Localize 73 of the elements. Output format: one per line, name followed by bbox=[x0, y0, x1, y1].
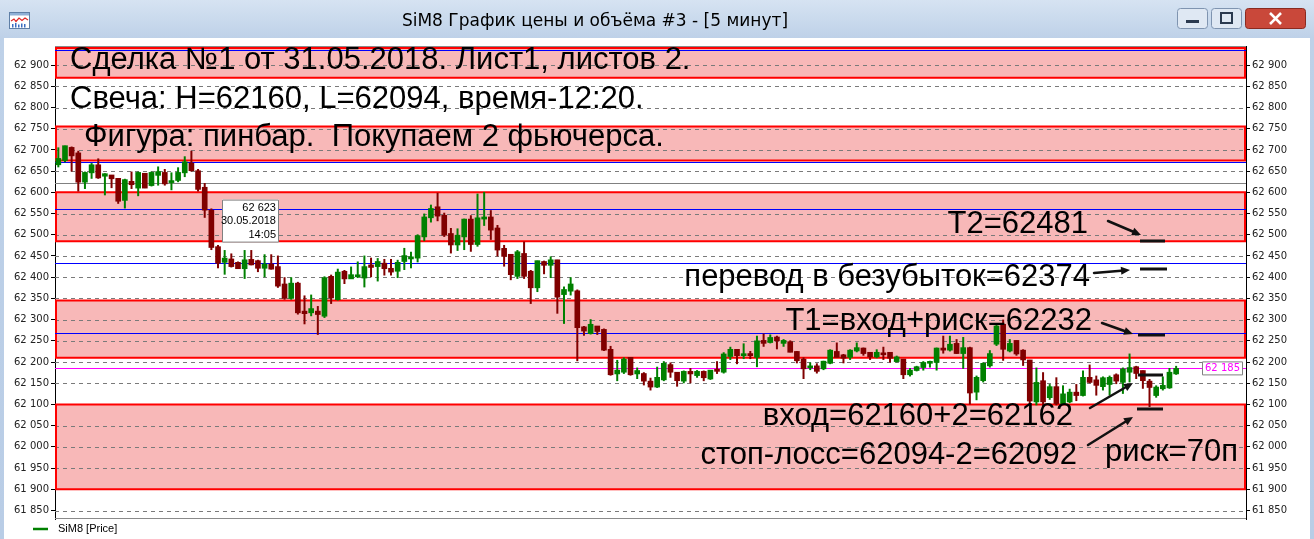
y2-tick-label: 62 900 bbox=[1252, 58, 1287, 70]
annotation: 62 623 30.05.2018 14:05 bbox=[220, 200, 276, 240]
candlestick bbox=[122, 177, 128, 210]
candlestick bbox=[328, 273, 334, 305]
candlestick bbox=[754, 334, 760, 369]
candlestick bbox=[308, 293, 314, 318]
y2-tick-label: 62 350 bbox=[1252, 292, 1287, 303]
candlestick bbox=[1080, 369, 1086, 398]
y2-tick-label: 62 250 bbox=[1252, 334, 1287, 346]
y-tick-label: 62 650 bbox=[14, 164, 49, 176]
chart-title: SiM8 График цены и объёма #3 - [5 минут] bbox=[401, 10, 789, 30]
y-tick-label: 62 500 bbox=[14, 228, 49, 240]
y2-tick-label: 62 550 bbox=[1252, 207, 1287, 219]
y2-tick-label: 62 500 bbox=[1252, 228, 1287, 240]
y2-tick-label: 62 650 bbox=[1252, 164, 1287, 176]
y2-tick-label: 62 050 bbox=[1252, 419, 1287, 431]
y-tick-label: 62 000 bbox=[14, 440, 49, 452]
y-tick-label: 62 300 bbox=[14, 313, 49, 325]
y-tick-label: 62 550 bbox=[14, 207, 49, 219]
y-tick-label: 62 250 bbox=[14, 334, 49, 346]
annotation: вход=62160+2=62162 bbox=[762, 396, 1073, 432]
y-tick-label: 62 100 bbox=[14, 398, 49, 410]
candlestick bbox=[368, 256, 374, 279]
y2-tick-label: 62 850 bbox=[1252, 79, 1287, 91]
y-tick-label: 62 900 bbox=[14, 58, 49, 70]
y2-tick-label: 61 900 bbox=[1252, 482, 1287, 494]
candlestick bbox=[102, 172, 108, 197]
y-tick-label: 62 400 bbox=[14, 270, 49, 282]
y-tick-label: 62 800 bbox=[14, 101, 49, 113]
candlestick bbox=[135, 170, 141, 198]
annotation: Фигура: пинбар. Покупаем 2 фьючерса. bbox=[84, 117, 664, 153]
candlestick bbox=[241, 249, 248, 280]
annotation: перевод в безубыток=62374 bbox=[684, 257, 1090, 293]
candlestick bbox=[314, 305, 321, 336]
annotation: Т2=62481 bbox=[947, 204, 1088, 240]
y2-tick-label: 62 100 bbox=[1252, 398, 1287, 410]
y-tick-label: 62 850 bbox=[14, 79, 49, 91]
candlestick bbox=[394, 258, 401, 280]
candlestick bbox=[95, 157, 102, 180]
y-tick-label: 62 600 bbox=[14, 185, 49, 197]
candlestick bbox=[374, 257, 381, 283]
y-tick-label: 62 750 bbox=[14, 122, 49, 134]
y-tick-label: 62 050 bbox=[14, 419, 49, 431]
y2-tick-label: 62 800 bbox=[1252, 101, 1287, 113]
y-tick-label: 62 700 bbox=[14, 143, 49, 155]
y2-tick-label: 62 000 bbox=[1252, 440, 1287, 452]
candlestick bbox=[960, 336, 967, 370]
y-tick-label: 61 850 bbox=[14, 504, 49, 516]
y-tick-label: 62 150 bbox=[14, 376, 49, 388]
y-tick-label: 62 200 bbox=[14, 355, 49, 367]
annotation: Свеча: H=62160, L=62094, время-12:20. bbox=[70, 79, 644, 115]
y2-tick-label: 62 150 bbox=[1252, 376, 1287, 388]
y2-tick-label: 61 950 bbox=[1252, 461, 1287, 473]
y-tick-label: 62 350 bbox=[14, 292, 49, 303]
y2-tick-label: 62 700 bbox=[1252, 143, 1287, 155]
y2-tick-label: 62 750 bbox=[1252, 122, 1287, 134]
y2-tick-label: 61 850 bbox=[1252, 504, 1287, 516]
annotation: стоп-лосс=62094-2=62092 bbox=[700, 435, 1077, 471]
candlestick bbox=[288, 276, 295, 301]
annotation: Сделка №1 от 31.05.2018. Лист1, листов 2. bbox=[70, 40, 691, 76]
y-tick-label: 61 900 bbox=[14, 482, 49, 494]
y2-tick-label: 62 200 bbox=[1252, 355, 1287, 367]
y2-tick-label: 62 400 bbox=[1252, 270, 1287, 282]
annotation: Т1=вход+риск=62232 bbox=[785, 301, 1092, 337]
y-tick-label: 61 950 bbox=[14, 461, 49, 473]
annotation: риск=70п bbox=[1105, 432, 1238, 468]
y2-tick-label: 62 450 bbox=[1252, 249, 1287, 261]
legend-label: SiM8 [Price] bbox=[58, 522, 118, 535]
y2-tick-label: 62 600 bbox=[1252, 185, 1287, 197]
y2-tick-label: 62 300 bbox=[1252, 313, 1287, 325]
ref-line-label: 62 185 bbox=[1205, 362, 1241, 374]
candlestick bbox=[547, 255, 554, 280]
y-tick-label: 62 450 bbox=[14, 249, 49, 261]
